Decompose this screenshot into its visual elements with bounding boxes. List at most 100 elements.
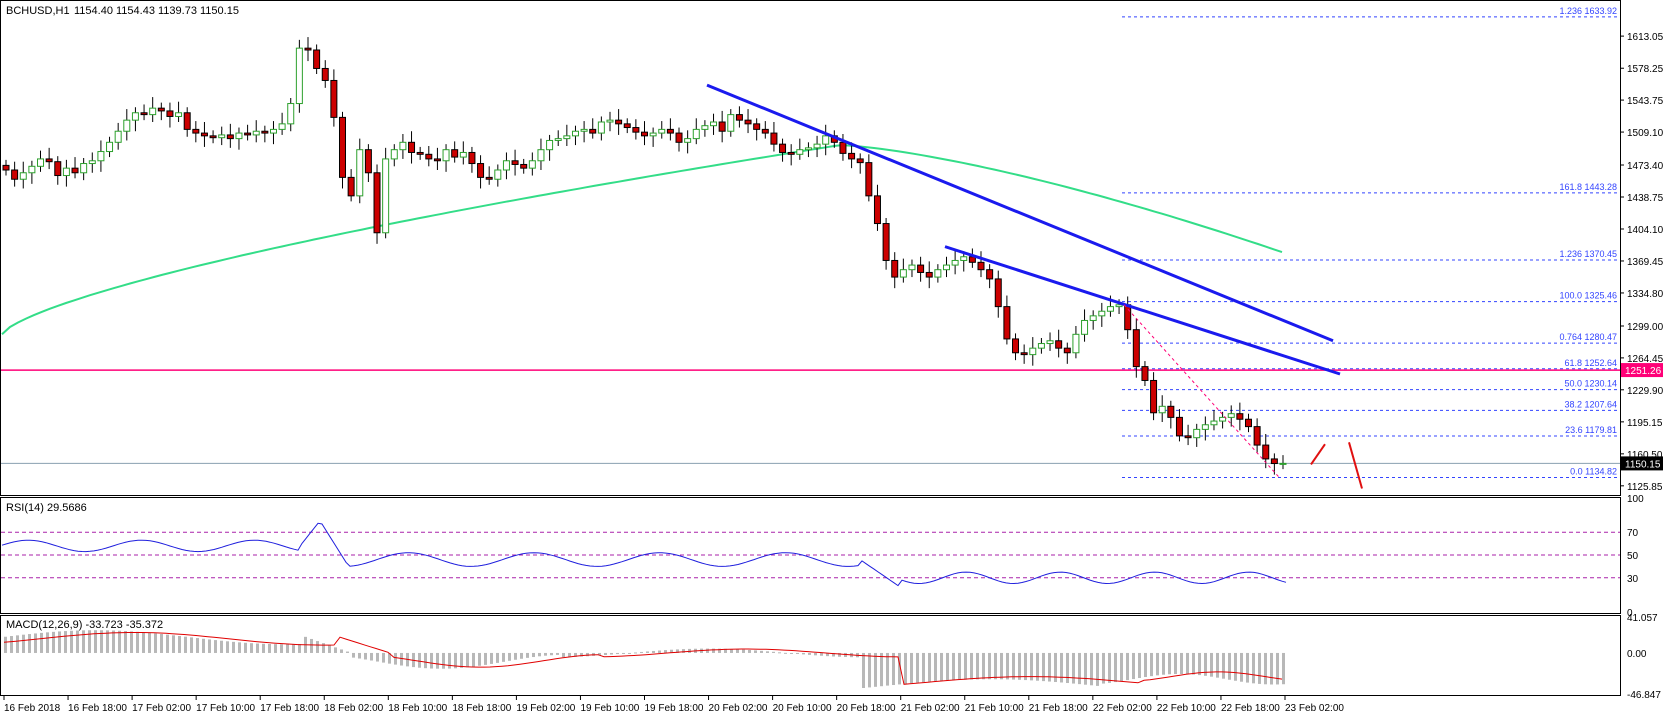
macd-histogram-bar	[238, 642, 241, 653]
bear-candle	[623, 123, 631, 129]
macd-histogram-bar	[838, 652, 841, 657]
bear-candle	[416, 151, 424, 155]
bull-candle	[149, 107, 157, 116]
macd-histogram-bar	[724, 648, 727, 653]
projection-up-stroke	[1310, 443, 1326, 466]
macd-signal-line	[3, 632, 1283, 685]
macd-histogram-bar	[448, 652, 451, 669]
bull-candle	[528, 160, 536, 169]
bull-candle	[37, 158, 45, 167]
macd-histogram-bar	[706, 648, 709, 653]
bear-candle	[589, 128, 597, 134]
fib-level-label: 0.0 1134.82	[1570, 467, 1617, 477]
price-tick-label: 1160.50	[1627, 450, 1663, 461]
rsi-tick-label: 50	[1627, 551, 1639, 562]
bear-candle	[425, 153, 433, 160]
macd-histogram-bar	[472, 652, 475, 667]
bear-candle	[140, 112, 148, 116]
bull-candle	[175, 112, 183, 117]
macd-histogram-bar	[514, 652, 517, 660]
bear-candle	[200, 132, 208, 137]
macd-histogram-bar	[106, 630, 109, 653]
macd-histogram-bar	[1228, 652, 1231, 680]
time-tick-label: 20 Feb 02:00	[709, 703, 768, 714]
rsi-tick-label: 100	[1627, 494, 1644, 505]
macd-histogram-bar	[1024, 652, 1027, 681]
macd-histogram-bar	[832, 652, 835, 657]
macd-histogram-bar	[1030, 652, 1033, 681]
bull-candle	[459, 151, 467, 158]
macd-histogram-bar	[640, 651, 643, 653]
macd-histogram-bar	[1096, 652, 1099, 686]
macd-histogram-bar	[1102, 652, 1105, 684]
macd-histogram-bar	[760, 650, 763, 653]
bear-candle	[735, 114, 743, 121]
bull-candle	[942, 264, 950, 271]
macd-histogram-bar	[886, 652, 889, 686]
macd-histogram-bar	[400, 652, 403, 666]
macd-histogram-bar	[418, 652, 421, 668]
macd-histogram-bar	[994, 652, 997, 680]
price-tick-label: 1229.90	[1627, 386, 1663, 397]
macd-histogram-bar	[190, 637, 193, 653]
fib-level-label: 50.0 1230.14	[1564, 379, 1617, 389]
bear-candle	[787, 151, 795, 155]
bear-candle	[1167, 405, 1175, 418]
bear-candle	[1150, 379, 1158, 414]
time-tick-label: 16 Feb 18:00	[68, 703, 127, 714]
bear-candle	[408, 141, 416, 153]
bull-candle	[1227, 413, 1235, 418]
macd-histogram-bar	[520, 652, 523, 659]
macd-histogram-bar	[1060, 652, 1063, 683]
bear-candle	[925, 271, 933, 278]
macd-histogram-bar	[1066, 652, 1069, 684]
bull-candle	[727, 114, 735, 132]
macd-histogram-bar	[130, 631, 133, 653]
macd-histogram-bar	[46, 632, 49, 653]
macd-histogram-bar	[502, 652, 505, 662]
bear-candle	[330, 79, 338, 118]
macd-histogram-bar	[628, 652, 631, 654]
macd-histogram-bar	[196, 638, 199, 653]
price-tick-label: 1195.15	[1627, 418, 1663, 429]
macd-histogram-bar	[64, 631, 67, 653]
bull-candle	[796, 149, 804, 155]
macd-histogram-bar	[814, 652, 817, 656]
time-tick-label: 19 Feb 10:00	[580, 703, 639, 714]
macd-histogram-bar	[622, 652, 625, 654]
macd-histogram-bar	[478, 652, 481, 666]
macd-tick-label: 0.00	[1627, 649, 1647, 660]
macd-histogram-bar	[550, 652, 553, 656]
bull-candle	[710, 121, 718, 127]
bear-candle	[485, 176, 493, 180]
macd-histogram-bar	[490, 652, 493, 664]
macd-histogram-bar	[4, 636, 7, 653]
bull-candle	[899, 269, 907, 278]
fib-level-label: 61.8 1252.64	[1564, 358, 1617, 368]
bear-candle	[1175, 416, 1183, 437]
macd-histogram-bar	[52, 631, 55, 653]
macd-histogram-bar	[1246, 652, 1249, 683]
macd-histogram-bar	[652, 650, 655, 653]
macd-histogram-bar	[1108, 652, 1111, 683]
bear-candle	[2, 164, 10, 171]
macd-histogram-bar	[370, 652, 373, 661]
rsi-tick-label: 0	[1627, 608, 1633, 619]
bull-candle	[295, 47, 303, 105]
bull-candle	[1279, 462, 1287, 465]
macd-histogram-bar	[100, 630, 103, 653]
macd-histogram-bar	[718, 648, 721, 653]
price-tick-label: 1264.45	[1627, 354, 1663, 365]
time-tick-label: 21 Feb 18:00	[1029, 703, 1088, 714]
macd-histogram-bar	[916, 652, 919, 683]
macd-histogram-bar	[394, 652, 397, 665]
macd-histogram-bar	[910, 652, 913, 684]
bear-candle	[477, 163, 485, 178]
bull-candle	[235, 132, 243, 140]
main-panel-frame	[0, 0, 1621, 496]
bear-candle	[1132, 329, 1140, 368]
bull-candle	[658, 128, 666, 134]
macd-histogram-bar	[970, 652, 973, 680]
